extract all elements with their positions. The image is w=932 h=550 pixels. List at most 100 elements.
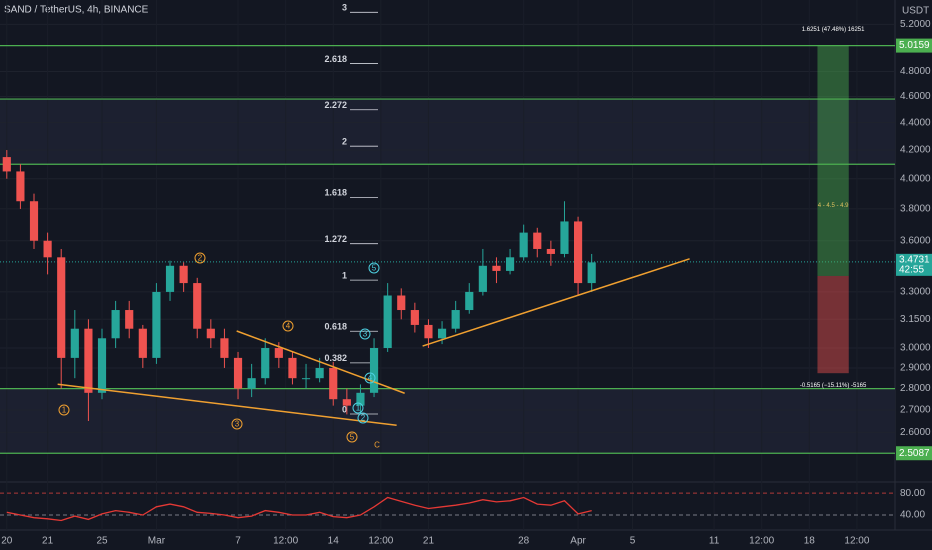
wave-circle xyxy=(352,402,364,414)
x-tick-label: 12:00 xyxy=(844,536,869,547)
candle-body xyxy=(519,232,528,258)
candle-body xyxy=(301,378,311,380)
last-price-label: 3.4731 xyxy=(899,254,930,265)
wave-label: 2 xyxy=(198,254,203,263)
candle-body xyxy=(111,310,120,339)
trendline xyxy=(422,258,690,347)
wave-label: 4 xyxy=(286,322,291,331)
x-tick-label: 28 xyxy=(518,536,530,547)
x-tick-label: 18 xyxy=(804,536,816,547)
candle-body xyxy=(2,157,11,172)
y-tick-label: 3.3000 xyxy=(900,287,931,298)
candle-body xyxy=(573,221,583,284)
x-tick-label: 14 xyxy=(328,536,340,547)
y-tick-label: 5.2000 xyxy=(900,19,931,30)
fib-label: 2 xyxy=(342,137,347,147)
candle-body xyxy=(329,367,338,400)
wave-circle xyxy=(364,372,376,384)
y-tick-label: 2.9000 xyxy=(900,363,931,374)
y-tick-label: 4.4000 xyxy=(900,117,931,128)
wave-circle xyxy=(58,404,70,416)
x-tick-label: Mar xyxy=(148,536,166,547)
candle-body xyxy=(383,295,392,349)
trendline xyxy=(57,383,397,426)
wave-label: C xyxy=(374,441,380,450)
x-tick-label: 5 xyxy=(630,536,636,547)
x-tick-label: 12:00 xyxy=(368,536,393,547)
candle-body xyxy=(369,348,379,393)
candle-body xyxy=(16,171,25,202)
candle-body xyxy=(410,310,419,325)
rsi-line xyxy=(6,496,592,522)
wave-label: 5 xyxy=(372,264,377,273)
candle-body xyxy=(138,328,147,358)
wave-circle xyxy=(194,252,206,264)
fib-label: 0.618 xyxy=(324,322,347,332)
fib-label: 1 xyxy=(342,270,347,280)
y-tick-label: 4.0000 xyxy=(900,173,931,184)
last-price-tag xyxy=(896,253,932,276)
currency: USDT xyxy=(902,6,929,17)
candle-body xyxy=(179,265,188,284)
candle-body xyxy=(356,392,365,406)
fib-label: 3 xyxy=(342,3,347,13)
x-tick-label: 21 xyxy=(423,536,435,547)
wave-circle xyxy=(231,418,243,430)
x-tick-label: 25 xyxy=(96,536,108,547)
candle-body xyxy=(437,328,447,339)
wave-label: 3 xyxy=(363,330,368,339)
wave-label: 1 xyxy=(62,406,67,415)
level-tag xyxy=(896,446,932,461)
candle-body xyxy=(478,265,487,292)
candle-body xyxy=(505,257,515,271)
position-profit xyxy=(817,45,849,276)
level-band xyxy=(0,388,895,454)
candle-body xyxy=(70,328,79,358)
position-target-label: 1.6251 (47.48%) 16251 xyxy=(802,27,865,33)
y-tick-label: 4.6000 xyxy=(900,91,931,102)
position-loss xyxy=(817,275,849,374)
wave-label: 4 xyxy=(368,374,373,383)
candle-body xyxy=(288,357,297,379)
level-tag xyxy=(896,38,932,53)
candle-body xyxy=(233,357,243,389)
wave-circle xyxy=(368,262,380,274)
candle-body xyxy=(533,232,542,249)
y-tick-label: 4.8000 xyxy=(900,66,931,77)
y-tick-label: 3.6000 xyxy=(900,235,931,246)
candle-body xyxy=(492,265,501,271)
candle-body xyxy=(220,338,229,358)
candle-body xyxy=(57,257,66,358)
fib-label: 0 xyxy=(342,404,347,414)
x-tick-label: 21 xyxy=(42,536,54,547)
level-tag-label: 2.5087 xyxy=(899,448,930,459)
y-tick-label: 4.2000 xyxy=(900,145,931,156)
wave-label: 3 xyxy=(235,420,240,429)
level-band xyxy=(0,99,895,165)
y-tick-label: 3.1500 xyxy=(900,314,931,325)
wave-circle xyxy=(359,328,371,340)
candle-body xyxy=(152,291,161,358)
candle-body xyxy=(342,399,351,406)
y-tick-label: 3.0000 xyxy=(900,343,931,354)
y-tick-label: 2.7000 xyxy=(900,405,931,416)
candle-body xyxy=(206,328,215,339)
wave-circle xyxy=(282,320,294,332)
candle-body xyxy=(560,221,569,254)
position-mid-label: 4 - 4.5 - 4.9 xyxy=(818,203,849,209)
candle-body xyxy=(193,283,202,329)
candle-body xyxy=(315,367,324,379)
wave-circle xyxy=(357,412,369,424)
rsi-tick-label: 80.00 xyxy=(900,488,925,499)
candle-body xyxy=(274,348,283,358)
fib-label: 0.382 xyxy=(324,353,347,363)
candle-body xyxy=(165,265,175,292)
candle-body xyxy=(84,328,93,393)
x-tick-label: 7 xyxy=(235,536,241,547)
y-tick-label: 3.8000 xyxy=(900,204,931,215)
trendline xyxy=(236,330,405,394)
x-tick-label: 12:00 xyxy=(273,536,298,547)
y-tick-label: 2.6000 xyxy=(900,427,931,438)
position-stop-label: -0.5165 (−15.11%) -5165 xyxy=(800,383,867,389)
candle-body xyxy=(397,295,406,311)
